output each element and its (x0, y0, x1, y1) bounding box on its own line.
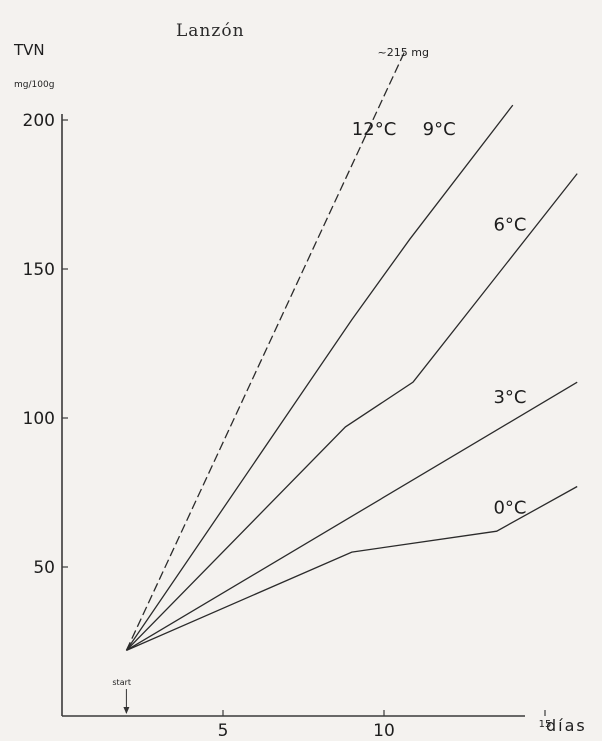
series-label-4: 3°C (493, 387, 526, 408)
y-tick-label: 100 (23, 409, 55, 429)
series-end-label: ~215 mg (378, 46, 429, 59)
x-ticks: 5 10 15 (218, 710, 552, 741)
x-tick-label: 5 (218, 721, 229, 741)
y-tick-label: 50 (33, 558, 55, 578)
series-line-4 (126, 381, 578, 651)
y-axis-label: TVN (13, 41, 45, 59)
series-line-5 (126, 485, 578, 651)
y-axis-unit: mg/100g (14, 80, 54, 90)
series-layer: 12°C ~215 mg 9°C 6°C 3°C 0°C (125, 46, 578, 651)
series-label-1: 12°C (352, 119, 396, 140)
y-tick-label: 200 (23, 111, 55, 131)
start-marker: start (112, 678, 131, 714)
x-tick-label: 10 (373, 721, 395, 741)
series-line-3 (125, 173, 578, 651)
start-arrow-head (123, 707, 130, 714)
series-label-3: 6°C (493, 214, 526, 235)
series-line-1 (125, 49, 406, 651)
axes (61, 114, 525, 717)
series-label-5: 0°C (493, 497, 526, 518)
x-tick-label: 15 (539, 719, 552, 730)
start-label: start (112, 678, 131, 687)
series-label-2: 9°C (423, 119, 456, 140)
chart-title: Lanzón (176, 21, 245, 41)
x-axis-label: días (546, 716, 587, 735)
series-line-2 (125, 104, 514, 651)
y-ticks: 50 100 150 200 (23, 111, 68, 578)
y-tick-label: 150 (23, 260, 55, 280)
